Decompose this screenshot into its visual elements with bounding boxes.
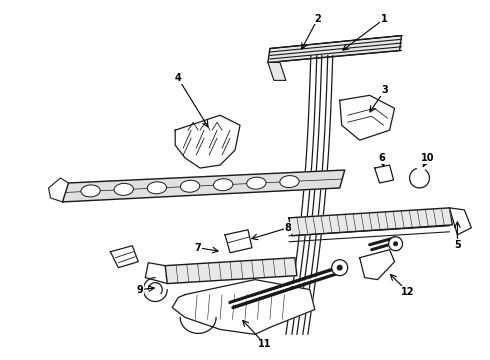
Ellipse shape xyxy=(214,179,233,191)
Ellipse shape xyxy=(147,182,167,194)
Circle shape xyxy=(393,241,398,246)
Polygon shape xyxy=(268,36,401,62)
Text: 8: 8 xyxy=(284,223,292,233)
Polygon shape xyxy=(268,62,286,80)
Circle shape xyxy=(332,260,348,276)
Polygon shape xyxy=(340,95,394,140)
Text: 12: 12 xyxy=(401,287,414,297)
Polygon shape xyxy=(375,165,393,183)
Polygon shape xyxy=(225,230,252,253)
Text: 9: 9 xyxy=(137,284,144,294)
Circle shape xyxy=(389,237,403,251)
Text: 7: 7 xyxy=(195,243,201,253)
Polygon shape xyxy=(289,208,452,236)
Text: 5: 5 xyxy=(454,240,461,250)
Polygon shape xyxy=(360,250,394,280)
Ellipse shape xyxy=(246,177,266,189)
Polygon shape xyxy=(110,246,138,268)
Text: 2: 2 xyxy=(315,14,321,24)
Text: 11: 11 xyxy=(258,339,271,349)
Polygon shape xyxy=(172,280,315,334)
Circle shape xyxy=(337,265,343,271)
Polygon shape xyxy=(175,115,240,168)
Text: 3: 3 xyxy=(381,85,388,95)
Polygon shape xyxy=(165,258,297,284)
Ellipse shape xyxy=(280,176,299,188)
Ellipse shape xyxy=(81,185,100,197)
Polygon shape xyxy=(449,208,471,235)
Text: 4: 4 xyxy=(175,73,182,84)
Polygon shape xyxy=(410,168,429,188)
Text: 1: 1 xyxy=(381,14,388,24)
Text: 6: 6 xyxy=(378,153,385,163)
Ellipse shape xyxy=(114,183,133,195)
Ellipse shape xyxy=(180,180,200,192)
Polygon shape xyxy=(63,170,345,202)
Text: 10: 10 xyxy=(421,153,434,163)
